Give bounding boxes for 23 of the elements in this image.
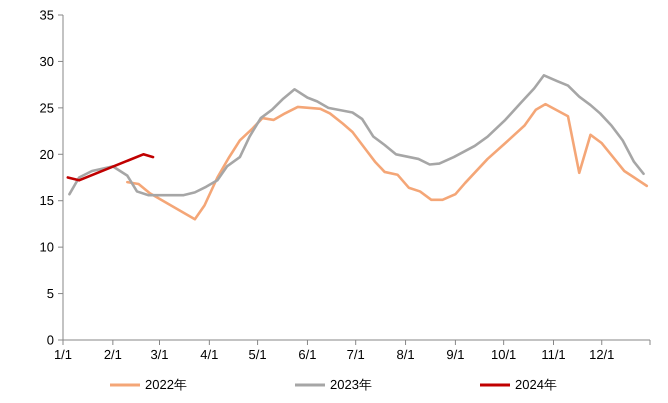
y-tick-label: 35	[40, 8, 54, 22]
y-tick-label: 0	[46, 332, 54, 348]
x-tick-label: 5/1	[248, 347, 267, 362]
legend-label: 2022年	[145, 377, 187, 392]
y-tick-label: 10	[40, 240, 54, 255]
y-tick-label: 5	[46, 286, 54, 302]
y-tick-label: 30	[40, 54, 54, 69]
x-tick-label: 10/1	[490, 347, 516, 362]
x-tick-label: 6/1	[298, 347, 316, 362]
y-tick-label: 15	[40, 193, 54, 208]
x-tick-label: 12/1	[589, 347, 614, 362]
x-tick-label: 11/1	[541, 347, 566, 362]
y-tick-label: 20	[40, 146, 54, 162]
x-tick-label: 3/1	[150, 347, 169, 362]
legend-label: 2023年	[330, 377, 372, 392]
x-tick-label: 7/1	[346, 347, 365, 362]
y-tick-label: 25	[40, 100, 54, 116]
x-tick-label: 8/1	[396, 347, 415, 362]
x-tick-label: 4/1	[200, 347, 218, 362]
x-tick-label: 1/1	[54, 347, 72, 362]
x-tick-label: 9/1	[446, 347, 464, 362]
legend-label: 2024年	[515, 377, 557, 392]
x-tick-label: 2/1	[104, 347, 122, 362]
